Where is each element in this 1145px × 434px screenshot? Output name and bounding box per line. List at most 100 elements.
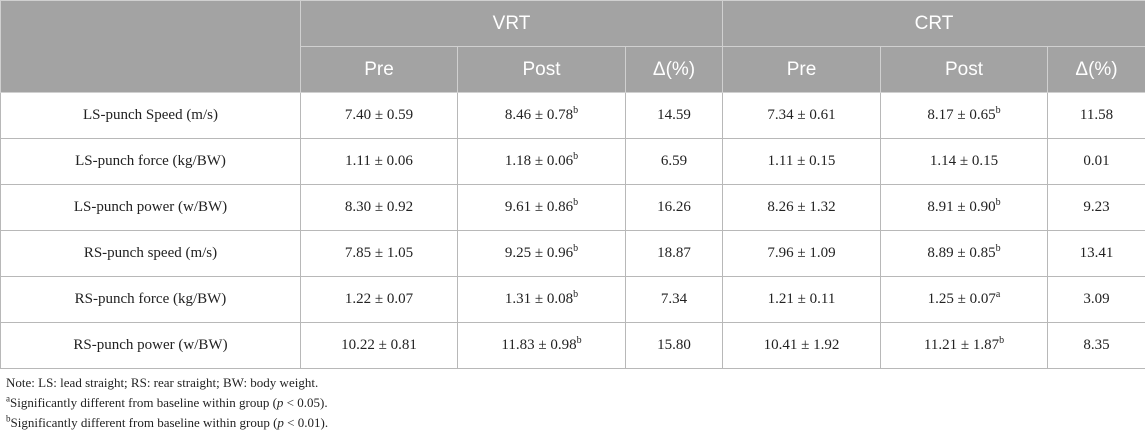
table-cell: 8.91 ± 0.90b bbox=[880, 184, 1048, 231]
cell-value: 7.34 ± 0.61 bbox=[767, 107, 836, 123]
row-label: RS-punch power (w/BW) bbox=[0, 322, 301, 369]
table-cell: 18.87 bbox=[625, 230, 723, 277]
note-a-threshold: < 0.05). bbox=[283, 395, 328, 410]
note-b-text: Significantly different from baseline wi… bbox=[10, 415, 278, 430]
cell-value: 3.09 bbox=[1083, 291, 1110, 307]
cell-value: 8.30 ± 0.92 bbox=[344, 199, 414, 215]
significance-mark: b bbox=[573, 197, 579, 208]
table-cell: 7.85 ± 1.05 bbox=[300, 230, 458, 277]
row-label: LS-punch force (kg/BW) bbox=[0, 138, 301, 185]
table-cell: 11.83 ± 0.98b bbox=[457, 322, 626, 369]
subheader-row: Pre Post Δ(%) Pre Post Δ(%) bbox=[1, 46, 1145, 93]
table-cell: 8.30 ± 0.92 bbox=[300, 184, 458, 231]
table-cell: 8.26 ± 1.32 bbox=[722, 184, 881, 231]
table-cell: 11.21 ± 1.87b bbox=[880, 322, 1048, 369]
table-cell: 6.59 bbox=[625, 138, 723, 185]
cell-value: 18.87 bbox=[657, 245, 691, 261]
table-row: LS-punch Speed (m/s) 7.40 ± 0.59 8.46 ± 0.… bbox=[0, 92, 1145, 139]
col-header-crt-pre: Pre bbox=[722, 46, 881, 93]
cell-value: 1.22 ± 0.07 bbox=[344, 291, 414, 307]
cell-value: 10.22 ± 0.81 bbox=[341, 337, 417, 353]
corner-cell bbox=[0, 0, 301, 93]
cell-value: 9.23 bbox=[1083, 199, 1110, 215]
cell-value: 11.58 bbox=[1079, 107, 1114, 123]
cell-value: 0.01 bbox=[1083, 153, 1110, 169]
cell-value: 1.25 ± 0.07 bbox=[927, 291, 996, 307]
cell-value: 13.41 bbox=[1079, 245, 1114, 261]
table-cell: 1.21 ± 0.11 bbox=[722, 276, 881, 323]
table-cell: 9.23 bbox=[1046, 184, 1145, 231]
table-cell: 9.25 ± 0.96b bbox=[457, 230, 626, 277]
table-cell: 1.22 ± 0.07 bbox=[300, 276, 458, 323]
table-cell: 11.58 bbox=[1046, 92, 1145, 139]
cell-value: 7.40 ± 0.59 bbox=[344, 107, 414, 123]
row-label: RS-punch speed (m/s) bbox=[0, 230, 301, 277]
table-notes: Note: LS: lead straight; RS: rear straig… bbox=[6, 373, 328, 433]
table-row: RS-punch speed (m/s) 7.85 ± 1.05 9.25 ± 0.… bbox=[0, 230, 1145, 277]
cell-value: 8.91 ± 0.90 bbox=[927, 199, 996, 215]
table-cell: 8.46 ± 0.78b bbox=[457, 92, 626, 139]
cell-value: 7.85 ± 1.05 bbox=[344, 245, 414, 261]
cell-value: 1.11 ± 0.15 bbox=[767, 153, 836, 169]
note-b-p: p bbox=[277, 415, 284, 430]
table-cell: 3.09 bbox=[1046, 276, 1145, 323]
table-cell: 10.41 ± 1.92 bbox=[722, 322, 881, 369]
table-cell: 8.89 ± 0.85b bbox=[880, 230, 1048, 277]
cell-value: 8.89 ± 0.85 bbox=[927, 245, 996, 261]
significance-mark: b bbox=[995, 197, 1001, 208]
table-cell: 8.35 bbox=[1046, 322, 1145, 369]
significance-mark: b bbox=[995, 243, 1001, 254]
table-cell: 16.26 bbox=[625, 184, 723, 231]
note-a: aSignificantly different from baseline w… bbox=[6, 393, 328, 413]
cell-value: 1.18 ± 0.06 bbox=[504, 153, 574, 169]
cell-value: 9.25 ± 0.96 bbox=[504, 245, 574, 261]
col-header-vrt-delta: Δ(%) bbox=[625, 46, 723, 93]
table-row: LS-punch power (w/BW) 8.30 ± 0.92 9.61 ± 0… bbox=[0, 184, 1145, 231]
row-label: LS-punch Speed (m/s) bbox=[0, 92, 301, 139]
table-header: VRT CRT Pre Post Δ(%) Pre Post Δ(%) bbox=[0, 0, 1145, 93]
group-header-vrt: VRT bbox=[300, 0, 723, 47]
col-header-crt-delta: Δ(%) bbox=[1046, 46, 1145, 93]
significance-mark: a bbox=[995, 289, 1001, 300]
table-cell: 7.96 ± 1.09 bbox=[722, 230, 881, 277]
table-cell: 1.11 ± 0.06 bbox=[300, 138, 458, 185]
col-header-vrt-post: Post bbox=[457, 46, 626, 93]
table-cell: 1.25 ± 0.07a bbox=[880, 276, 1048, 323]
cell-value: 15.80 bbox=[657, 337, 691, 353]
cell-value: 8.46 ± 0.78 bbox=[504, 107, 574, 123]
significance-mark: b bbox=[573, 289, 579, 300]
cell-value: 16.26 bbox=[657, 199, 691, 215]
cell-value: 6.59 bbox=[660, 153, 688, 169]
table-cell: 14.59 bbox=[625, 92, 723, 139]
table-cell: 10.22 ± 0.81 bbox=[300, 322, 458, 369]
table-cell: 7.34 bbox=[625, 276, 723, 323]
note-a-p: p bbox=[276, 395, 284, 410]
table-cell: 1.18 ± 0.06b bbox=[457, 138, 626, 185]
significance-mark: b bbox=[999, 335, 1005, 346]
table-cell: 1.11 ± 0.15 bbox=[722, 138, 881, 185]
cell-value: 14.59 bbox=[657, 107, 691, 123]
results-table: VRT CRT Pre Post Δ(%) Pre Post Δ(%) LS-p… bbox=[0, 0, 1145, 369]
significance-mark: b bbox=[995, 105, 1001, 116]
group-header-crt: CRT bbox=[721, 0, 1145, 47]
table-cell: 1.14 ± 0.15 bbox=[880, 138, 1048, 185]
col-header-vrt-pre: Pre bbox=[300, 46, 458, 93]
cell-value: 10.41 ± 1.92 bbox=[763, 337, 840, 353]
significance-mark: b bbox=[573, 243, 579, 254]
significance-mark: b bbox=[573, 105, 579, 116]
table-row: LS-punch force (kg/BW) 1.11 ± 0.06 1.18 ± … bbox=[0, 138, 1145, 185]
table-body: LS-punch Speed (m/s) 7.40 ± 0.59 8.46 ± 0.… bbox=[0, 92, 1145, 369]
cell-value: 8.35 bbox=[1083, 337, 1110, 353]
row-label: RS-punch force (kg/BW) bbox=[0, 276, 301, 323]
table-row: RS-punch force (kg/BW) 1.22 ± 0.07 1.31 ± … bbox=[0, 276, 1145, 323]
note-b: bSignificantly different from baseline w… bbox=[6, 413, 328, 433]
table-cell: 8.17 ± 0.65b bbox=[880, 92, 1048, 139]
row-label: LS-punch power (w/BW) bbox=[0, 184, 301, 231]
note-abbreviations: Note: LS: lead straight; RS: rear straig… bbox=[6, 375, 319, 390]
cell-value: 7.34 bbox=[660, 291, 688, 307]
table-cell: 9.61 ± 0.86b bbox=[457, 184, 626, 231]
table-cell: 1.31 ± 0.08b bbox=[457, 276, 626, 323]
significance-mark: b bbox=[573, 151, 579, 162]
table-row: RS-punch power (w/BW) 10.22 ± 0.81 11.83 ±… bbox=[0, 322, 1145, 369]
cell-value: 9.61 ± 0.86 bbox=[504, 199, 574, 215]
